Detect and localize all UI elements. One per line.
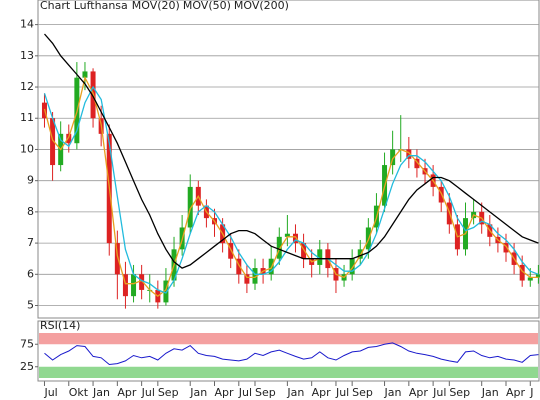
x-tick-label: Jan	[286, 386, 304, 399]
x-tick-label: Apr	[312, 386, 332, 399]
x-tick-label: Okt	[69, 386, 89, 399]
y-tick-label: 11	[20, 111, 34, 124]
x-tick-label: Jul	[432, 386, 446, 399]
candle-body	[292, 233, 298, 244]
candle-body	[187, 186, 193, 228]
candle-body	[276, 236, 282, 259]
y-tick-label: 13	[20, 49, 34, 62]
legend-entry: MOV(20)	[132, 0, 180, 12]
x-tick-label: Apr	[409, 386, 429, 399]
y-tick-label: 6	[27, 267, 34, 280]
series-line	[43, 85, 539, 294]
candle-body	[503, 243, 509, 253]
rsi-band	[39, 333, 538, 345]
panel-title: RSI(14)	[40, 319, 80, 332]
y-tick-label: 12	[20, 80, 34, 93]
y-tick-label: 14	[20, 18, 34, 31]
candle-body	[122, 274, 128, 297]
x-tick-label: Jan	[189, 386, 207, 399]
candle-body	[414, 158, 420, 169]
candle-body	[406, 149, 412, 159]
x-tick-label: Sep	[158, 386, 179, 399]
x-tick-label: Apr	[506, 386, 526, 399]
candle-body	[535, 274, 540, 278]
candle-body	[236, 258, 242, 275]
rsi-band	[39, 366, 538, 378]
candle-body	[139, 274, 145, 290]
series-line	[43, 75, 539, 298]
x-tick-label: Jul	[335, 386, 349, 399]
candle-body	[390, 149, 396, 166]
x-tick-label: Apr	[215, 386, 235, 399]
candle-body	[228, 243, 234, 259]
x-tick-label: Sep	[352, 386, 373, 399]
y-tick-label: 8	[27, 205, 34, 218]
legend-entry: MOV(50)	[183, 0, 231, 12]
candle-body	[357, 249, 363, 259]
x-tick-label: Apr	[117, 386, 137, 399]
x-tick-label: Jul	[43, 386, 57, 399]
candle-body	[244, 274, 250, 284]
y-tick-label: 5	[27, 299, 34, 312]
candle-body	[82, 71, 88, 78]
chart-title: Chart Lufthansa	[40, 0, 128, 12]
series-line	[44, 33, 539, 269]
legend-entry: MOV(200)	[234, 0, 289, 12]
candle-body	[519, 264, 525, 281]
x-tick-label: Jul	[141, 386, 155, 399]
x-tick-label: J	[529, 386, 533, 399]
x-tick-label: Jul	[238, 386, 252, 399]
candle-body	[50, 118, 56, 166]
candle-body	[527, 277, 533, 281]
x-tick-label: Jan	[92, 386, 110, 399]
candle-body	[284, 233, 290, 237]
candle-body	[301, 243, 307, 259]
y-tick-label: 7	[27, 236, 34, 249]
y-tick-label: 75	[20, 337, 34, 350]
candle-body	[66, 133, 72, 144]
x-tick-label: Sep	[255, 386, 276, 399]
series-line	[44, 342, 539, 366]
x-tick-label: Jan	[384, 386, 402, 399]
candle-body	[114, 243, 120, 275]
candle-body	[349, 258, 355, 275]
candle-body	[317, 249, 323, 265]
candle-body	[252, 268, 258, 284]
y-tick-label: 9	[27, 174, 34, 187]
y-tick-label: 25	[20, 360, 34, 373]
x-tick-label: Sep	[449, 386, 470, 399]
candle-body	[131, 274, 137, 297]
candle-body	[163, 280, 169, 303]
plot-area	[37, 0, 540, 319]
x-tick-label: Jan	[481, 386, 499, 399]
y-tick-label: 10	[20, 142, 34, 155]
